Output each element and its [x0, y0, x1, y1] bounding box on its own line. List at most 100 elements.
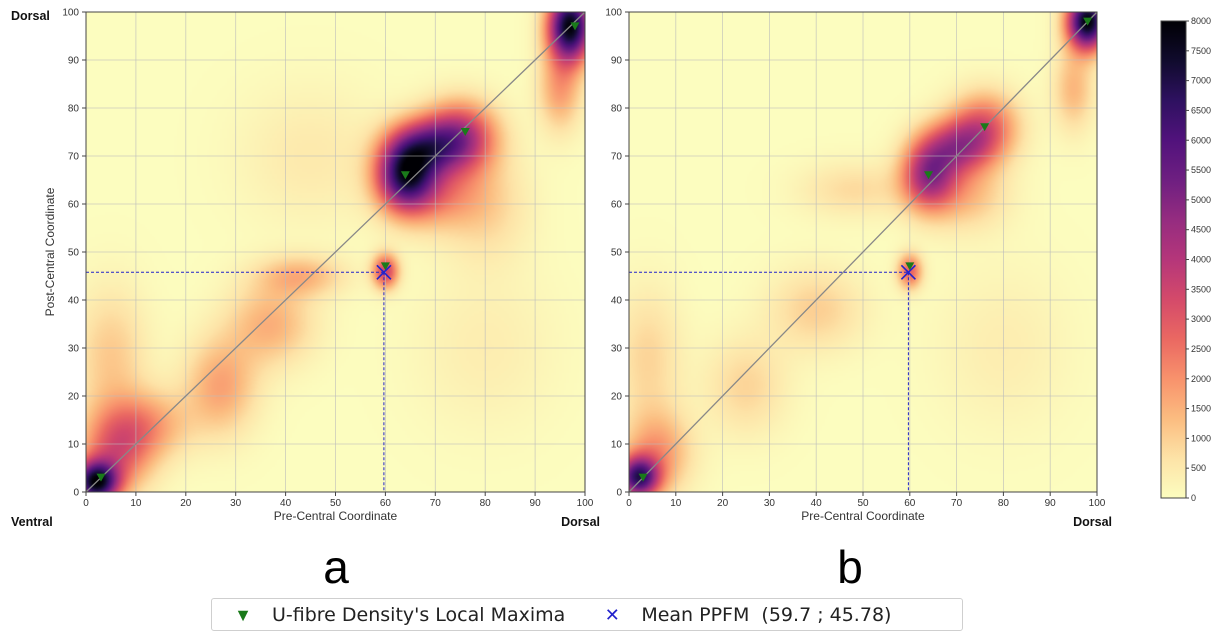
corner-label-top-left: Dorsal [11, 9, 50, 23]
y-tick-label: 100 [62, 8, 79, 19]
corner-label-bottom-right: Dorsal [561, 515, 600, 529]
local-maximum-marker [638, 473, 648, 482]
colorbar: 0 500 1000 1500 2000 2500 3000 3500 4000 4500 5000… [1160, 16, 1211, 503]
local-maximum-marker [400, 171, 410, 180]
y-tick-label: 80 [611, 104, 623, 115]
local-maximum-marker [96, 473, 106, 482]
y-tick-label: 40 [68, 296, 80, 307]
local-maximum-marker [380, 262, 390, 271]
heatmap-panel-b: 0 10 20 30 40 50 60 70 80 90 100 0 10 20 30 40 50 60 70 80… [605, 8, 1112, 594]
x-tick-label: 100 [1089, 498, 1106, 509]
y-tick-label: 30 [611, 344, 623, 355]
local-maximum-marker [460, 128, 470, 136]
x-tick-label: 10 [670, 498, 682, 509]
colorbar-tick-label: 500 [1191, 463, 1206, 473]
x-tick-label: 70 [430, 498, 442, 509]
y-tick-label: 0 [616, 488, 622, 499]
x-tick-label: 90 [530, 498, 542, 509]
colorbar-tick-label: 2000 [1191, 374, 1211, 384]
x-ticks: 0 10 20 30 40 50 60 70 80 90 100 [83, 492, 594, 509]
legend-item-local-maxima: ▼ U-fibre Density's Local Maxima [232, 604, 565, 626]
identity-diagonal [628, 11, 1098, 493]
mean-guides [629, 271, 909, 492]
y-tick-label: 60 [611, 200, 623, 211]
colorbar-tick-label: 0 [1191, 493, 1196, 503]
y-tick-label: 30 [68, 344, 80, 355]
y-tick-label: 90 [68, 56, 80, 67]
legend-item-mean-ppfm: ✕ Mean PPFM (59.7 ; 45.78) [601, 603, 892, 626]
x-tick-label: 10 [130, 498, 142, 509]
x-tick-label: 0 [626, 498, 632, 509]
x-ticks: 0 10 20 30 40 50 60 70 80 90 100 [626, 492, 1106, 509]
x-tick-label: 50 [330, 498, 342, 509]
colorbar-tick-label: 4000 [1191, 255, 1211, 265]
colorbar-tick-label: 6500 [1191, 105, 1211, 115]
x-tick-label: 40 [280, 498, 292, 509]
x-tick-label: 50 [857, 498, 869, 509]
y-tick-label: 60 [68, 200, 80, 211]
colorbar-tick-label: 5000 [1191, 195, 1211, 205]
x-tick-label: 40 [811, 498, 823, 509]
panel-letter-b: b [837, 541, 863, 593]
y-tick-label: 0 [73, 488, 79, 499]
x-tick-label: 30 [764, 498, 776, 509]
colorbar-ticks: 0 500 1000 1500 2000 2500 3000 3500 4000 4500 5000… [1186, 16, 1211, 503]
y-ticks: 0 10 20 30 40 50 60 70 80 90 100 [605, 8, 629, 499]
local-maximum-marker [924, 171, 934, 180]
x-axis-label: Pre-Central Coordinate [801, 509, 925, 523]
y-tick-label: 10 [68, 440, 80, 451]
x-tick-label: 70 [951, 498, 963, 509]
colorbar-gradient [1160, 20, 1187, 499]
y-tick-label: 40 [611, 296, 623, 307]
identity-diagonal [85, 11, 586, 493]
local-maximum-marker [570, 22, 580, 31]
colorbar-tick-label: 8000 [1191, 16, 1211, 26]
x-tick-label: 80 [480, 498, 492, 509]
colorbar-tick-label: 4500 [1191, 225, 1211, 235]
x-tick-label: 0 [83, 498, 89, 509]
colorbar-tick-label: 5500 [1191, 165, 1211, 175]
y-tick-label: 50 [68, 248, 80, 259]
legend-label-local-maxima: U-fibre Density's Local Maxima [272, 603, 566, 626]
legend-label-mean-ppfm: Mean PPFM (59.7 ; 45.78) [641, 603, 892, 626]
mean-guides [86, 271, 385, 492]
y-tick-label: 20 [68, 392, 80, 403]
colorbar-tick-label: 3000 [1191, 314, 1211, 324]
colorbar-tick-label: 6000 [1191, 135, 1211, 145]
colorbar-tick-label: 3500 [1191, 284, 1211, 294]
maxima-markers [638, 17, 1093, 482]
y-tick-label: 70 [611, 152, 623, 163]
y-tick-label: 100 [605, 8, 622, 19]
y-axis-label: Post-Central Coordinate [43, 187, 57, 316]
y-ticks: 0 10 20 30 40 50 60 70 80 90 100 [62, 8, 86, 499]
triangle-down-icon: ▼ [234, 604, 252, 625]
panel-letter-a: a [323, 541, 349, 593]
mean-ppfm-marker [900, 264, 916, 280]
heatmap-panel-a: 0 10 20 30 40 50 60 70 80 90 100 0 10 20 30 40 50 60 70 80… [11, 8, 600, 594]
corner-label-bottom-right: Dorsal [1073, 515, 1112, 529]
maxima-markers [96, 22, 580, 482]
x-tick-label: 60 [380, 498, 392, 509]
cross-x-icon: ✕ [604, 604, 620, 625]
mean-ppfm-marker [376, 264, 392, 280]
y-tick-label: 10 [611, 440, 623, 451]
x-tick-label: 20 [180, 498, 192, 509]
y-tick-label: 70 [68, 152, 80, 163]
x-tick-label: 80 [998, 498, 1010, 509]
x-tick-label: 90 [1045, 498, 1057, 509]
x-axis-label: Pre-Central Coordinate [274, 509, 398, 523]
legend: ▼ U-fibre Density's Local Maxima ✕ Mean … [211, 598, 963, 631]
y-tick-label: 50 [611, 248, 623, 259]
y-tick-label: 90 [611, 56, 623, 67]
colorbar-tick-label: 7500 [1191, 46, 1211, 56]
colorbar-tick-label: 1500 [1191, 404, 1211, 414]
colorbar-tick-label: 1000 [1191, 433, 1211, 443]
colorbar-tick-label: 2500 [1191, 344, 1211, 354]
colorbar-tick-label: 7000 [1191, 76, 1211, 86]
corner-label-bottom-left: Ventral [11, 515, 53, 529]
x-tick-label: 30 [230, 498, 242, 509]
y-tick-label: 20 [611, 392, 623, 403]
local-maximum-marker [980, 123, 990, 132]
x-tick-label: 100 [577, 498, 594, 509]
